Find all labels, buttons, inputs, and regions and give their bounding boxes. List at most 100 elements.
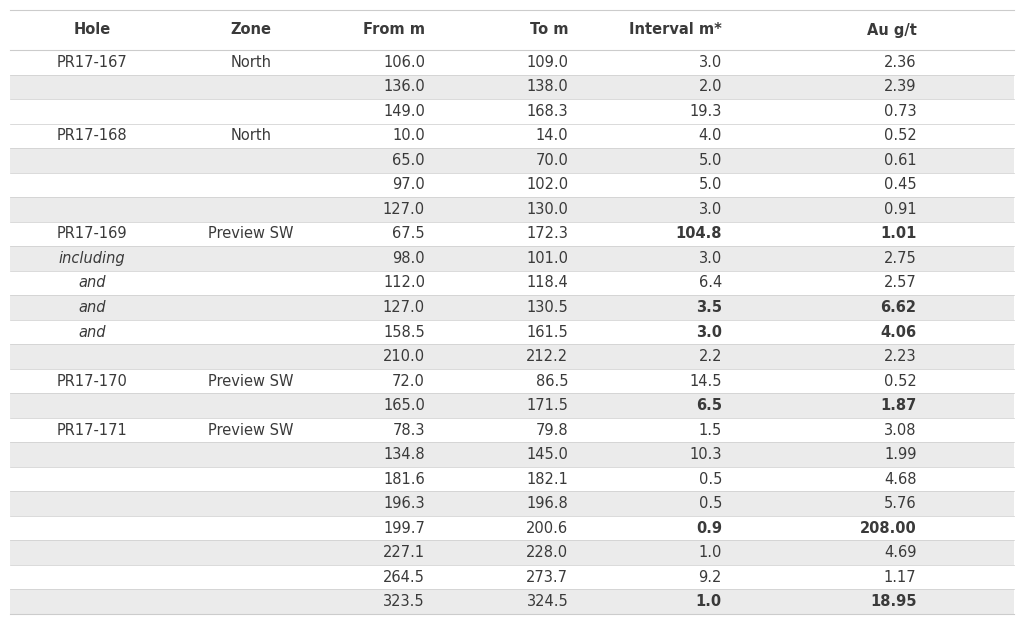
Bar [10, 271, 1014, 295]
Bar [10, 565, 1014, 590]
Text: 78.3: 78.3 [392, 422, 425, 437]
Text: 9.2: 9.2 [698, 570, 722, 585]
Bar [10, 74, 1014, 99]
Text: PR17-171: PR17-171 [56, 422, 128, 437]
Bar [10, 369, 1014, 393]
Text: 3.0: 3.0 [696, 324, 722, 339]
Bar [10, 516, 1014, 540]
Text: 1.17: 1.17 [884, 570, 916, 585]
Text: 118.4: 118.4 [526, 275, 568, 290]
Text: 130.0: 130.0 [526, 202, 568, 217]
Text: Zone: Zone [230, 22, 271, 37]
Text: 2.23: 2.23 [884, 349, 916, 364]
Text: 149.0: 149.0 [383, 104, 425, 119]
Bar [10, 246, 1014, 271]
Text: 0.52: 0.52 [884, 374, 916, 389]
Text: 65.0: 65.0 [392, 153, 425, 168]
Bar [10, 491, 1014, 516]
Bar [10, 124, 1014, 148]
Text: 6.5: 6.5 [696, 398, 722, 413]
Text: From m: From m [362, 22, 425, 37]
Text: 14.5: 14.5 [689, 374, 722, 389]
Text: 2.36: 2.36 [884, 55, 916, 70]
Text: PR17-167: PR17-167 [56, 55, 128, 70]
Text: 4.69: 4.69 [884, 545, 916, 560]
Text: 1.01: 1.01 [880, 227, 916, 241]
Text: 210.0: 210.0 [383, 349, 425, 364]
Text: 165.0: 165.0 [383, 398, 425, 413]
Text: 104.8: 104.8 [676, 227, 722, 241]
Text: 0.61: 0.61 [884, 153, 916, 168]
Text: 196.8: 196.8 [526, 496, 568, 511]
Text: 18.95: 18.95 [870, 594, 916, 609]
Text: 1.5: 1.5 [698, 422, 722, 437]
Text: 79.8: 79.8 [536, 422, 568, 437]
Text: 273.7: 273.7 [526, 570, 568, 585]
Bar [10, 467, 1014, 491]
Text: 5.76: 5.76 [884, 496, 916, 511]
Text: 0.73: 0.73 [884, 104, 916, 119]
Text: 145.0: 145.0 [526, 447, 568, 462]
Bar [10, 319, 1014, 344]
Text: 72.0: 72.0 [392, 374, 425, 389]
Text: 0.5: 0.5 [698, 472, 722, 487]
Text: and: and [79, 324, 105, 339]
Text: 86.5: 86.5 [536, 374, 568, 389]
Bar [10, 99, 1014, 124]
Bar [10, 590, 1014, 614]
Bar [10, 148, 1014, 173]
Text: 182.1: 182.1 [526, 472, 568, 487]
Text: 158.5: 158.5 [383, 324, 425, 339]
Bar [10, 197, 1014, 222]
Text: 3.0: 3.0 [698, 55, 722, 70]
Text: 2.2: 2.2 [698, 349, 722, 364]
Text: 0.45: 0.45 [884, 177, 916, 192]
Text: 19.3: 19.3 [689, 104, 722, 119]
Text: and: and [79, 300, 105, 315]
Text: 5.0: 5.0 [698, 177, 722, 192]
Text: 199.7: 199.7 [383, 520, 425, 535]
Text: and: and [79, 275, 105, 290]
Bar [10, 295, 1014, 319]
Text: 106.0: 106.0 [383, 55, 425, 70]
Text: 4.0: 4.0 [698, 129, 722, 144]
Bar [10, 222, 1014, 246]
Text: 70.0: 70.0 [536, 153, 568, 168]
Text: PR17-169: PR17-169 [57, 227, 127, 241]
Text: To m: To m [529, 22, 568, 37]
Text: 2.75: 2.75 [884, 251, 916, 266]
Text: 127.0: 127.0 [383, 300, 425, 315]
Bar [10, 173, 1014, 197]
Text: 168.3: 168.3 [526, 104, 568, 119]
Text: 3.0: 3.0 [698, 251, 722, 266]
Text: 4.06: 4.06 [881, 324, 916, 339]
Text: North: North [230, 129, 271, 144]
Text: 138.0: 138.0 [526, 79, 568, 94]
Text: 67.5: 67.5 [392, 227, 425, 241]
Text: 10.0: 10.0 [392, 129, 425, 144]
Text: including: including [58, 251, 126, 266]
Bar [10, 442, 1014, 467]
Text: PR17-170: PR17-170 [56, 374, 128, 389]
Text: 3.08: 3.08 [884, 422, 916, 437]
Text: 134.8: 134.8 [383, 447, 425, 462]
Text: 227.1: 227.1 [383, 545, 425, 560]
Text: 2.57: 2.57 [884, 275, 916, 290]
Bar [10, 10, 1014, 50]
Text: 3.5: 3.5 [696, 300, 722, 315]
Text: Interval m*: Interval m* [629, 22, 722, 37]
Text: 136.0: 136.0 [383, 79, 425, 94]
Text: 181.6: 181.6 [383, 472, 425, 487]
Text: 2.0: 2.0 [698, 79, 722, 94]
Text: 1.87: 1.87 [881, 398, 916, 413]
Text: 0.9: 0.9 [696, 520, 722, 535]
Text: Preview SW: Preview SW [208, 422, 294, 437]
Text: Hole: Hole [74, 22, 111, 37]
Bar [10, 344, 1014, 369]
Text: 0.52: 0.52 [884, 129, 916, 144]
Text: 3.0: 3.0 [698, 202, 722, 217]
Text: 212.2: 212.2 [526, 349, 568, 364]
Text: 5.0: 5.0 [698, 153, 722, 168]
Text: 1.99: 1.99 [884, 447, 916, 462]
Text: 324.5: 324.5 [526, 594, 568, 609]
